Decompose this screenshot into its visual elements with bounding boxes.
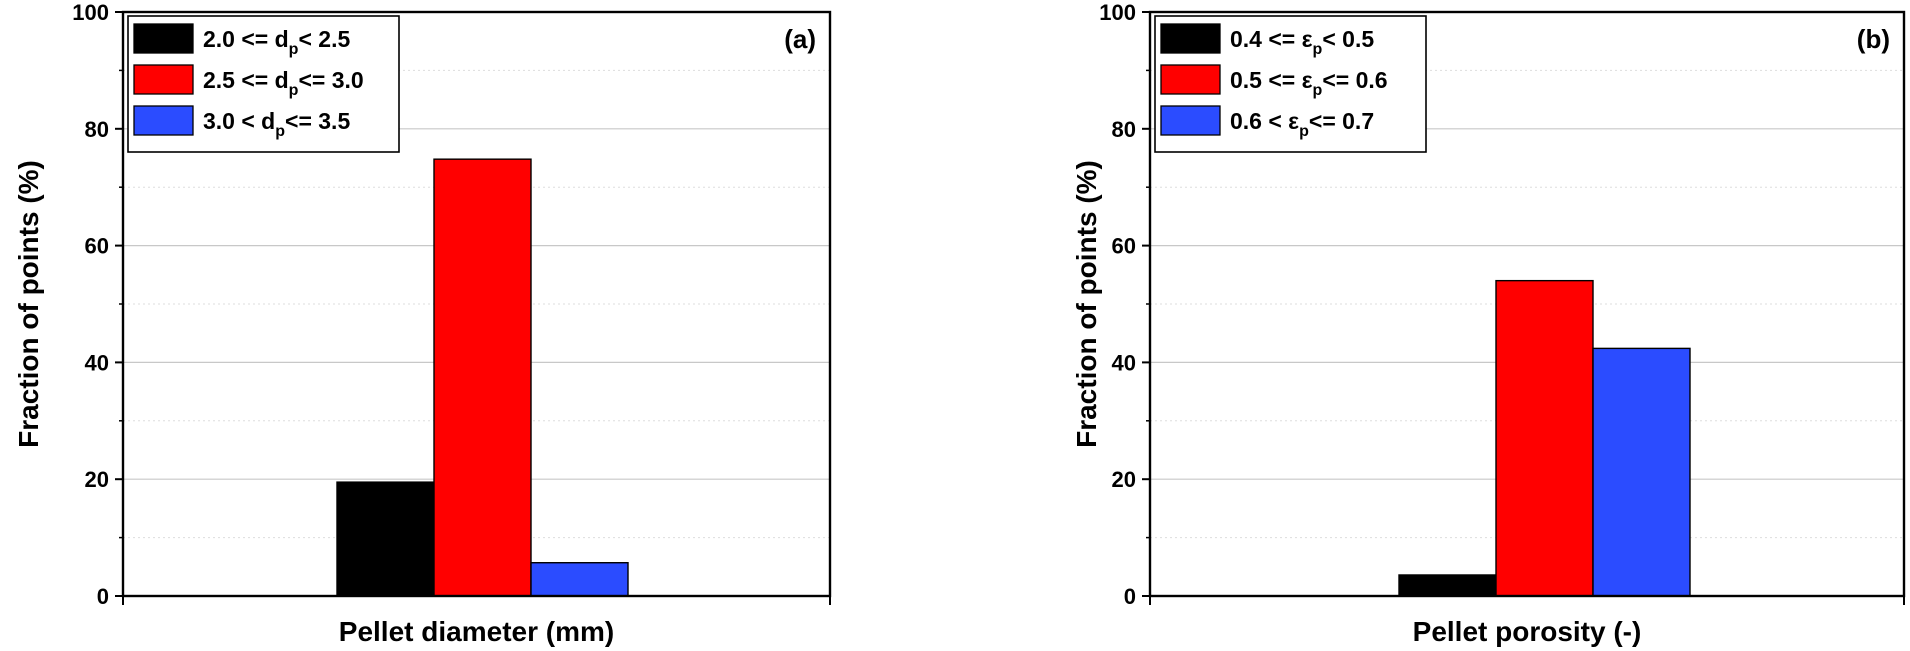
bar-1 (1398, 574, 1497, 597)
legend-swatch (1160, 23, 1221, 54)
chart-panel-b: 0 20 40 60 80 100 Pellet porosity (-) Fraction … (1071, 0, 1906, 647)
legend-swatch (1160, 64, 1221, 95)
y-tick-label: 20 (85, 467, 109, 492)
legend: 0.4 <= εp< 0.5 0.5 <= εp<= 0.6 0.6 < εp<= … (1154, 15, 1427, 153)
legend-entry: 0.5 <= εp<= 0.6 (1230, 67, 1388, 99)
y-tick-label: 60 (85, 234, 109, 259)
x-axis-label: Pellet diameter (mm) (339, 616, 614, 647)
bar-3 (1592, 347, 1691, 597)
legend-entry: 0.6 < εp<= 0.7 (1230, 108, 1374, 140)
y-tick-label: 0 (97, 584, 109, 609)
bar-2 (1495, 279, 1594, 597)
y-tick-label: 0 (1124, 584, 1136, 609)
legend-entry: 2.0 <= dp< 2.5 (203, 26, 350, 58)
legend-entry: 2.5 <= dp<= 3.0 (203, 67, 364, 99)
panel-label: (b) (1857, 24, 1890, 54)
y-tick-label: 100 (1099, 0, 1136, 25)
legend-swatch (133, 64, 194, 95)
y-tick-label: 60 (1112, 234, 1136, 259)
legend-swatch (133, 23, 194, 54)
legend: 2.0 <= dp< 2.5 2.5 <= dp<= 3.0 3.0 < dp<= … (127, 15, 400, 153)
x-axis-label: Pellet porosity (-) (1413, 616, 1642, 647)
legend-swatch (133, 105, 194, 136)
panel-label: (a) (784, 24, 816, 54)
bar-1 (336, 481, 435, 597)
y-tick-label: 100 (72, 0, 109, 25)
bar-2 (433, 158, 532, 597)
chart-panel-a: 0 20 40 60 80 100 Pellet diameter (mm) Fraction… (13, 0, 832, 647)
y-tick-label: 40 (85, 350, 109, 375)
y-axis-label: Fraction of points (%) (1071, 160, 1102, 448)
legend-entry: 0.4 <= εp< 0.5 (1230, 26, 1374, 58)
legend-swatch (1160, 105, 1221, 136)
bar-3 (530, 562, 629, 597)
y-tick-label: 40 (1112, 350, 1136, 375)
y-tick-label: 20 (1112, 467, 1136, 492)
y-axis-label: Fraction of points (%) (13, 160, 44, 448)
y-tick-label: 80 (85, 117, 109, 142)
y-tick-label: 80 (1112, 117, 1136, 142)
legend-entry: 3.0 < dp<= 3.5 (203, 108, 350, 140)
